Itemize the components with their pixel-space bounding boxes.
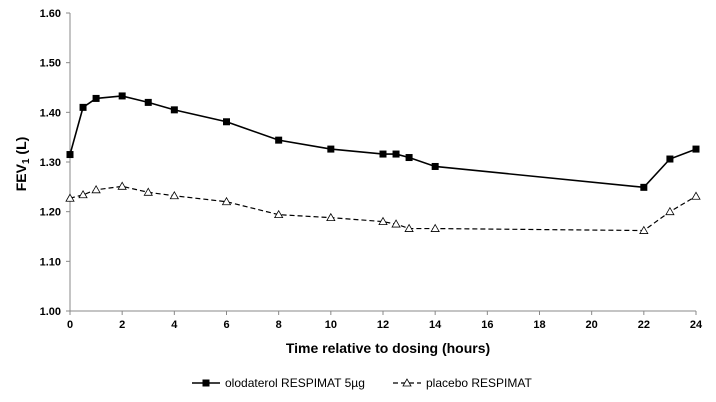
y-tick-label: 1.50 [40,58,61,70]
series-2-point [378,216,388,226]
legend: olodaterol RESPIMAT 5µg placebo RESPIMAT [192,376,532,390]
series-2-point [391,219,401,228]
series-2 [65,181,701,234]
series-2-point [91,185,101,194]
series-2-point [169,190,180,200]
y-axis-title-unit: (L) [13,137,29,159]
series-layer [65,92,701,234]
series-1-point [275,136,283,144]
series-1-point [392,150,400,158]
x-tick-label: 18 [533,319,545,331]
series-2-point [78,189,88,199]
series-1-point [170,106,178,114]
y-tick-label: 1.30 [40,157,61,169]
y-tick-label: 1.00 [40,306,61,318]
y-axis-title-sub: 1 [21,158,32,164]
x-axis-title: Time relative to dosing (hours) [286,340,490,356]
series-1-point [431,162,439,170]
series-2-point [639,225,649,234]
series-1-point [223,118,230,126]
x-tick-label: 14 [429,319,442,331]
x-tick-label: 2 [119,319,125,331]
series-2-point [691,191,701,200]
series-1-point [118,92,126,100]
legend-swatch-marker [202,379,210,387]
legend-label: placebo RESPIMAT [426,376,532,390]
series-1-line [69,95,697,189]
x-tick-label: 0 [67,319,73,331]
series-1-point [666,155,674,163]
x-tick-label: 20 [586,319,598,331]
series-2-point [143,187,153,196]
series-2-line [69,185,697,232]
series-1-point [692,145,700,153]
x-tick-label: 22 [638,319,650,331]
series-1-point [379,150,387,158]
series-2-point [665,206,675,216]
series-2-point [221,196,232,206]
series-2-point [117,181,127,190]
x-axis-ticks: 0 2 4 6 8 10 12 14 16 18 20 22 24 [67,311,703,331]
series-1-point [92,94,100,102]
series-1-point [327,145,335,153]
y-tick-label: 1.60 [40,8,61,20]
legend-swatch-marker [402,378,412,387]
x-tick-label: 8 [276,319,282,331]
legend-label: olodaterol RESPIMAT 5µg [225,376,365,390]
x-tick-label: 24 [690,319,703,331]
series-1-point [144,98,152,106]
series-2-point [430,223,440,232]
series-1-point [66,151,74,159]
series-2-point [65,193,75,202]
y-axis-ticks: 1.00 1.10 1.20 1.30 1.40 1.50 1.60 [40,8,70,318]
x-tick-label: 4 [171,319,178,331]
x-tick-label: 12 [377,319,389,331]
x-tick-label: 16 [481,319,493,331]
y-tick-label: 1.40 [40,107,61,119]
series-1 [66,92,700,191]
series-2-point [326,212,336,222]
series-2-point [273,209,284,219]
y-axis-title-main: FEV [13,163,29,191]
x-tick-label: 6 [223,319,229,331]
y-axis-title: FEV1 (L) [13,137,32,192]
y-tick-label: 1.20 [40,207,61,219]
series-1-point [79,103,87,111]
x-tick-label: 10 [325,319,337,331]
series-1-point [405,154,413,162]
y-tick-label: 1.10 [40,256,61,268]
series-2-point [404,223,414,232]
series-1-point [640,183,648,191]
